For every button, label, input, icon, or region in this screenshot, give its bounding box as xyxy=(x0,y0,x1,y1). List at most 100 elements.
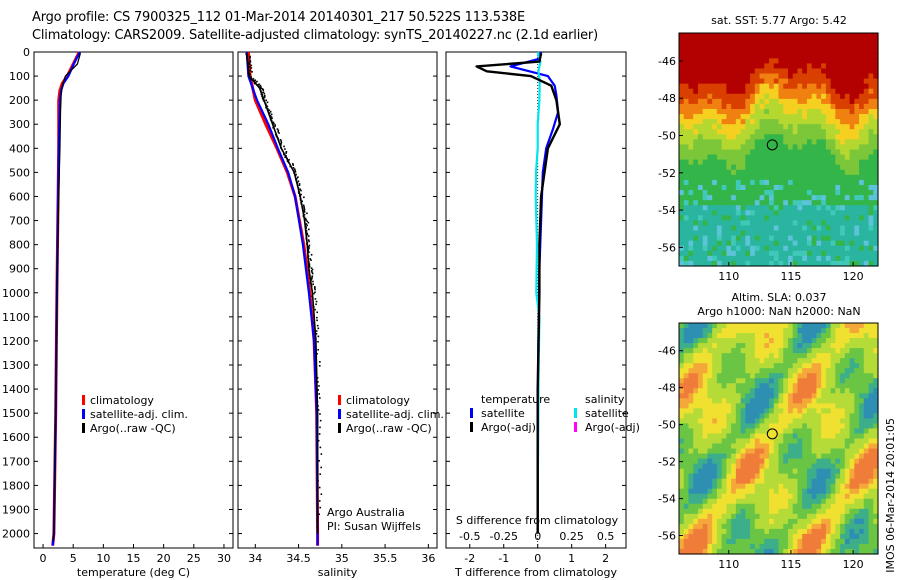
map-cell xyxy=(702,323,709,329)
map-cell xyxy=(731,543,737,550)
map-cell xyxy=(859,200,865,206)
map-cell xyxy=(778,215,784,222)
map-cell xyxy=(712,250,718,257)
map-cell xyxy=(868,48,874,54)
argo-point xyxy=(303,209,306,212)
map-cell xyxy=(683,245,690,252)
map-cell xyxy=(764,134,770,140)
map-cell xyxy=(873,433,879,440)
map-cell xyxy=(712,179,718,186)
map-cell xyxy=(854,493,860,500)
map-cell xyxy=(783,235,789,242)
map-cell xyxy=(697,548,704,555)
argo-point xyxy=(280,140,282,142)
map-cell xyxy=(731,413,737,420)
map-cell xyxy=(707,418,713,425)
map-cell xyxy=(688,68,694,75)
argo-point xyxy=(308,240,310,243)
map-cell xyxy=(712,348,718,354)
map-cell xyxy=(754,63,761,70)
map-cell xyxy=(740,393,746,399)
map-cell xyxy=(802,205,808,211)
map-cell xyxy=(806,200,813,206)
map-cell xyxy=(735,538,742,545)
map-cell xyxy=(859,83,865,90)
map-cell xyxy=(721,169,727,176)
argo-point xyxy=(310,267,313,269)
map-cell xyxy=(821,513,827,520)
map-cell xyxy=(868,513,874,520)
map-cell xyxy=(693,220,699,227)
map-cell xyxy=(825,348,832,354)
map-cell xyxy=(726,68,732,75)
map-cell xyxy=(806,498,813,505)
map-cell xyxy=(697,53,704,59)
map-cell xyxy=(740,225,746,232)
map-cell xyxy=(873,488,879,495)
map-cell xyxy=(679,119,685,125)
map-cell xyxy=(683,538,690,545)
map-cell xyxy=(778,428,784,435)
map-cell xyxy=(773,119,780,125)
map-cell xyxy=(716,235,723,242)
map-cell xyxy=(759,164,765,171)
map-cell xyxy=(792,488,799,495)
map-cell xyxy=(854,453,860,460)
map-cell xyxy=(721,114,727,120)
map-cell xyxy=(797,453,803,460)
map-cell xyxy=(707,43,713,49)
map-cell xyxy=(712,413,718,420)
map-cell xyxy=(792,438,799,445)
map-cell xyxy=(849,513,855,520)
argo-point xyxy=(297,191,300,193)
map-cell xyxy=(787,328,794,334)
map-cell xyxy=(849,210,855,216)
map-cell xyxy=(806,423,813,430)
map-cell xyxy=(721,458,727,465)
map-cell xyxy=(740,478,746,485)
map-cell xyxy=(693,338,699,344)
map-cell xyxy=(773,78,780,85)
map-cell xyxy=(873,169,879,176)
map-cell xyxy=(835,103,841,110)
map-cell xyxy=(702,119,709,125)
map-cell xyxy=(726,368,732,374)
map-cell xyxy=(792,235,799,242)
map-cell xyxy=(740,114,746,120)
map-cell xyxy=(764,63,770,70)
map-cell xyxy=(863,88,870,95)
map-cell xyxy=(679,38,685,44)
map-cell xyxy=(707,139,713,146)
map-cell xyxy=(830,353,836,359)
map-cell xyxy=(697,393,704,399)
map-cell xyxy=(844,463,851,470)
map-y-tick-label: -56 xyxy=(658,241,676,254)
map-cell xyxy=(759,408,765,414)
map-cell xyxy=(735,523,742,530)
map-cell xyxy=(702,58,709,64)
map-cell xyxy=(693,205,699,211)
map-cell xyxy=(778,174,784,181)
map-cell xyxy=(745,363,751,369)
map-cell xyxy=(830,149,836,156)
map-cell xyxy=(854,220,860,227)
map-cell xyxy=(840,240,846,247)
map-cell xyxy=(731,63,737,70)
map-cell xyxy=(821,518,827,525)
map-cell xyxy=(721,328,727,334)
map-cell xyxy=(764,179,770,186)
map-cell xyxy=(688,323,694,329)
map-cell xyxy=(726,83,732,90)
map-cell xyxy=(835,164,841,171)
map-cell xyxy=(697,240,704,247)
map-cell xyxy=(816,493,822,500)
map-cell xyxy=(693,438,699,445)
map-cell xyxy=(859,488,865,495)
map-cell xyxy=(688,483,694,490)
argo-point xyxy=(264,102,267,105)
map-cell xyxy=(712,428,718,435)
map-cell xyxy=(759,108,765,115)
map-cell xyxy=(750,438,756,445)
map-cell xyxy=(778,103,784,110)
map-cell xyxy=(863,195,870,201)
